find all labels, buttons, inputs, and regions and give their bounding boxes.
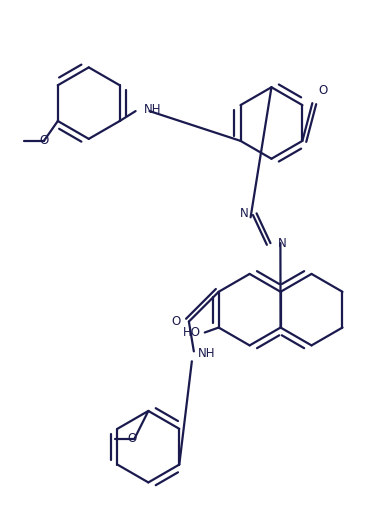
Text: HO: HO — [183, 326, 201, 339]
Text: N: N — [278, 237, 286, 250]
Text: O: O — [128, 432, 137, 445]
Text: O: O — [172, 314, 181, 328]
Text: NH: NH — [143, 102, 161, 116]
Text: NH: NH — [198, 347, 215, 360]
Text: O: O — [318, 84, 328, 97]
Text: O: O — [39, 134, 49, 147]
Text: N: N — [240, 207, 249, 220]
